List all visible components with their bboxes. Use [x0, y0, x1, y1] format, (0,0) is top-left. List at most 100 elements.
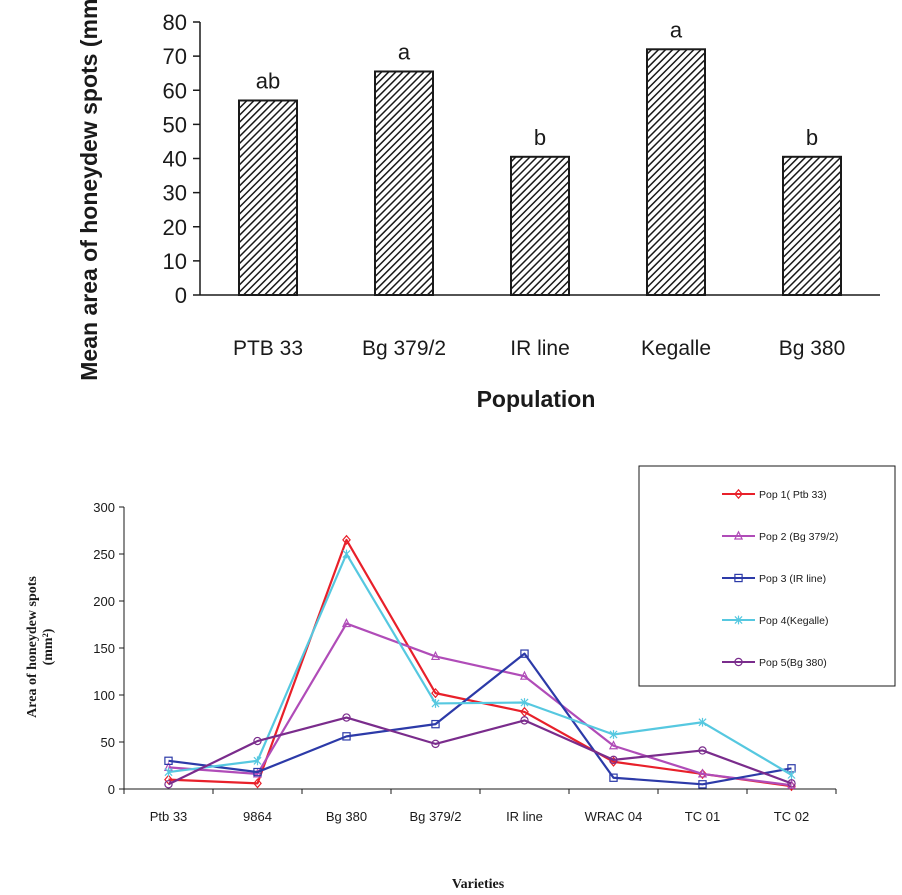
legend-entry: Pop 3 (IR line)	[722, 573, 826, 585]
bar-x-tick-label: Bg 380	[779, 337, 846, 360]
line-point	[253, 778, 262, 789]
legend-entry: Pop 2 (Bg 379/2)	[722, 530, 838, 543]
bar	[646, 48, 706, 296]
bar-y-tick-label: 80	[163, 10, 187, 35]
line-point	[164, 767, 173, 777]
line-y-tick-label: 150	[93, 641, 115, 656]
line-point	[342, 732, 351, 741]
line-series-group	[163, 534, 797, 792]
line-y-axis-label-line2: (mm²)	[41, 628, 56, 665]
bar-y-tick-label: 20	[163, 215, 187, 240]
series-line	[168, 552, 793, 776]
bar-y-tick-label: 10	[163, 249, 187, 274]
bar-y-tick-label: 30	[163, 181, 187, 206]
line-x-tick-label: Bg 380	[326, 809, 367, 824]
line-y-axis: 0 50 100 150 200 250 300	[93, 500, 125, 797]
bar-x-axis-label: Population	[477, 386, 596, 412]
legend-entry: Pop 4(Kegalle)	[722, 615, 828, 627]
line-y-axis-label: Area of honeydew spots(mm²)	[25, 576, 56, 718]
line-point	[252, 768, 263, 778]
line-point	[698, 780, 707, 789]
bar-x-tick-label: Bg 379/2	[362, 337, 446, 360]
bar-annotation-label: a	[670, 17, 683, 42]
line-point	[697, 768, 708, 778]
line-point	[734, 657, 743, 667]
line-point	[520, 649, 529, 658]
line-point	[431, 739, 440, 749]
line-point	[608, 740, 619, 750]
bar-y-tick-label: 70	[163, 44, 187, 69]
line-point	[431, 687, 440, 699]
series-line	[168, 652, 792, 786]
bar-x-tick-label: IR line	[510, 337, 570, 360]
bar-y-tick-label: 50	[163, 112, 187, 137]
bar	[238, 99, 298, 296]
line-x-tick-label: Ptb 33	[150, 809, 188, 824]
legend-label: Pop 4(Kegalle)	[759, 615, 828, 627]
series-line	[168, 622, 792, 787]
line-y-tick-label: 50	[101, 735, 115, 750]
line-point	[786, 779, 797, 789]
bar-series	[238, 48, 842, 296]
legend-label: Pop 3 (IR line)	[759, 573, 826, 585]
line-point	[734, 615, 743, 625]
line-x-tick-label: TC 01	[685, 809, 720, 824]
line-series	[164, 649, 796, 789]
bar-annotation-label: a	[398, 39, 411, 64]
line-x-tick-label: WRAC 04	[585, 809, 643, 824]
line-y-tick-label: 200	[93, 594, 115, 609]
line-point	[734, 573, 743, 583]
line-point	[253, 736, 262, 746]
line-point	[430, 650, 441, 661]
line-x-tick-label: 9864	[243, 809, 272, 824]
bar-x-tick-label: Kegalle	[641, 337, 711, 360]
line-point	[734, 488, 743, 500]
legend-label: Pop 1( Ptb 33)	[759, 489, 827, 501]
line-y-axis-label-line1: Area of honeydew spots	[25, 576, 40, 718]
bar	[374, 70, 434, 296]
line-y-tick-label: 0	[108, 782, 115, 797]
bar-y-axis-label: Mean area of honeydew spots (mm²)	[76, 0, 102, 381]
line-chart: 0 50 100 150 200 250 300 Ptb 33 9864 Bg 380 Bg 37…	[25, 465, 896, 892]
line-point	[609, 773, 618, 782]
line-point	[164, 780, 173, 789]
bar	[782, 155, 842, 296]
bar-y-tick-label: 60	[163, 78, 187, 103]
line-point	[342, 534, 351, 546]
line-series	[163, 618, 797, 789]
line-point	[698, 746, 707, 755]
legend-box	[638, 465, 896, 687]
line-x-tick-label: TC 02	[774, 809, 809, 824]
line-point	[609, 755, 618, 765]
line-point	[520, 716, 529, 725]
legend-label: Pop 2 (Bg 379/2)	[759, 531, 838, 543]
line-point	[431, 699, 440, 708]
legend-label: Pop 5(Bg 380)	[759, 657, 827, 669]
legend-entry: Pop 1( Ptb 33)	[722, 488, 827, 501]
line-legend: Pop 1( Ptb 33) Pop 2 (Bg 379/2) Pop 3 (IR …	[638, 465, 896, 687]
bar-x-axis: PTB 33 Bg 379/2 IR line Kegalle Bg 380	[200, 294, 880, 360]
line-x-axis: Ptb 33 9864 Bg 380 Bg 379/2 IR line WRAC 04 TC…	[123, 788, 837, 824]
bar-annotation-label: b	[534, 125, 546, 150]
series-line	[168, 716, 792, 786]
line-x-tick-label: Bg 379/2	[409, 809, 461, 824]
line-y-tick-label: 100	[93, 688, 115, 703]
line-point	[342, 713, 351, 722]
line-point	[520, 706, 529, 718]
line-x-tick-label: IR line	[506, 809, 543, 824]
bar-annotation-label: ab	[256, 68, 280, 93]
line-point	[609, 730, 618, 739]
line-point	[733, 530, 744, 540]
line-point	[253, 767, 262, 777]
bar-chart: 0 10 20 30 40 50 60 70 80 PTB 33 Bg 379/2 IR line K…	[76, 0, 880, 412]
bar-y-axis: 0 10 20 30 40 50 60 70 80	[163, 10, 201, 308]
line-point	[519, 670, 530, 680]
line-point	[698, 717, 707, 727]
bar-x-tick-label: PTB 33	[233, 337, 303, 360]
bar	[510, 155, 570, 296]
line-point	[164, 756, 173, 766]
bar-y-tick-label: 40	[163, 147, 187, 172]
bar-annotation-label: b	[806, 125, 818, 150]
line-series	[164, 713, 796, 789]
